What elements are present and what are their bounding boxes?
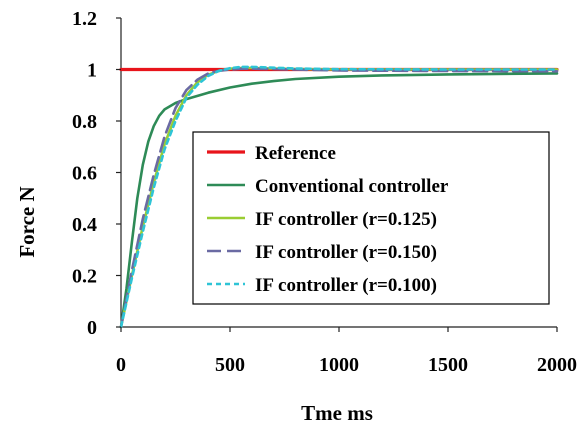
x-axis-title: Tme ms — [301, 401, 373, 425]
legend-label: IF controller (r=0.150) — [255, 242, 437, 263]
y-tick-label: 0.8 — [72, 111, 97, 133]
plot-area — [119, 18, 559, 329]
x-tick-label: 2000 — [537, 354, 577, 376]
y-tick-label: 1 — [87, 60, 97, 82]
x-tick-label: 500 — [215, 354, 245, 376]
legend-label: IF controller (r=0.100) — [255, 275, 437, 296]
x-tick-label: 1000 — [319, 354, 359, 376]
y-tick-label: 0.4 — [72, 214, 97, 236]
y-axis-ticks: 0 0.2 0.4 0.6 0.8 1 1.2 — [72, 8, 121, 339]
y-axis-title: Force N — [15, 186, 39, 257]
x-axis-ticks: 0 500 1000 1500 2000 — [116, 327, 577, 376]
y-tick-label: 1.2 — [72, 8, 97, 30]
series-line-4 — [119, 67, 559, 329]
y-tick-label: 0.6 — [72, 163, 97, 185]
x-tick-label: 0 — [116, 354, 126, 376]
legend: Reference Conventional controller IF contr… — [192, 131, 550, 305]
legend-label: Reference — [255, 143, 336, 164]
x-tick-label: 1500 — [428, 354, 468, 376]
legend-label: Conventional controller — [255, 176, 449, 197]
series-line-5 — [119, 65, 559, 329]
y-tick-label: 0.2 — [72, 266, 97, 288]
legend-box — [192, 131, 550, 305]
y-tick-label: 0 — [87, 317, 97, 339]
legend-label: IF controller (r=0.125) — [255, 209, 437, 230]
